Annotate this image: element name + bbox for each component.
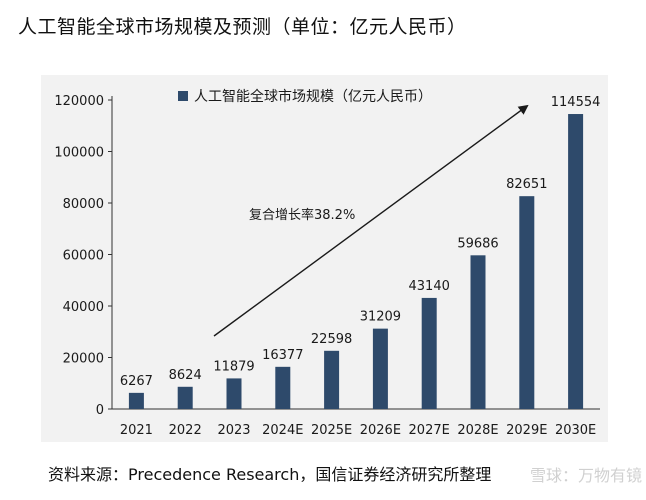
x-tick-label: 2029E [506, 423, 547, 438]
bar-value-label: 114554 [551, 95, 601, 110]
chart-title: 人工智能全球市场规模及预测（单位：亿元人民币） [18, 16, 467, 38]
bar [470, 255, 486, 409]
y-tick-label: 100000 [54, 146, 104, 161]
x-tick-label: 2022 [169, 423, 202, 438]
y-tick-labels: 0 20000 40000 60000 80000 100000 120000 [54, 94, 104, 418]
legend: 人工智能全球市场规模（亿元人民币） [178, 88, 432, 105]
bar-value-label: 82651 [506, 177, 547, 192]
y-tick-label: 20000 [63, 352, 104, 367]
bar-value-label: 43140 [409, 279, 450, 294]
bar [128, 392, 144, 409]
x-tick-label: 2028E [457, 423, 498, 438]
axes [108, 96, 600, 410]
bar-value-label: 59686 [457, 236, 498, 251]
y-tick-label: 80000 [63, 197, 104, 212]
bar [226, 378, 242, 409]
x-tick-labels: 2021 2022 2023 2024E 2025E 2026E 2027E 2028E 202… [120, 423, 596, 438]
bar [324, 350, 340, 409]
bar [568, 114, 584, 410]
y-tick-label: 120000 [54, 94, 104, 109]
watermark: 雪球：万物有镜 [529, 466, 642, 485]
bar [177, 386, 193, 409]
bars [128, 114, 584, 410]
bar [519, 196, 535, 409]
x-tick-label: 2027E [409, 423, 450, 438]
x-tick-label: 2025E [311, 423, 352, 438]
data-labels: 6267 8624 11879 16377 22598 31209 43140 59686 82… [120, 95, 601, 389]
growth-arrow [213, 104, 529, 337]
bar-value-label: 22598 [311, 332, 352, 347]
y-tick-label: 0 [96, 403, 104, 418]
bar-value-label: 11879 [213, 359, 254, 374]
growth-rate-annotation: 复合增长率38.2% [249, 207, 355, 223]
bar [372, 328, 388, 409]
bar-value-label: 8624 [169, 368, 202, 383]
bar [421, 297, 437, 409]
source-note: 资料来源：Precedence Research，国信证券经济研究所整理 [48, 465, 492, 484]
legend-label: 人工智能全球市场规模（亿元人民币） [194, 88, 432, 105]
bar-value-label: 31209 [360, 310, 401, 325]
x-tick-label: 2024E [262, 423, 303, 438]
legend-swatch [178, 91, 188, 101]
y-tick-label: 40000 [63, 300, 104, 315]
x-tick-label: 2023 [217, 423, 250, 438]
y-tick-label: 60000 [63, 249, 104, 264]
bar-value-label: 16377 [262, 348, 303, 363]
x-tick-label: 2026E [360, 423, 401, 438]
bar [275, 366, 291, 409]
x-tick-label: 2021 [120, 423, 153, 438]
bar-value-label: 6267 [120, 374, 153, 389]
x-tick-label: 2030E [555, 423, 596, 438]
